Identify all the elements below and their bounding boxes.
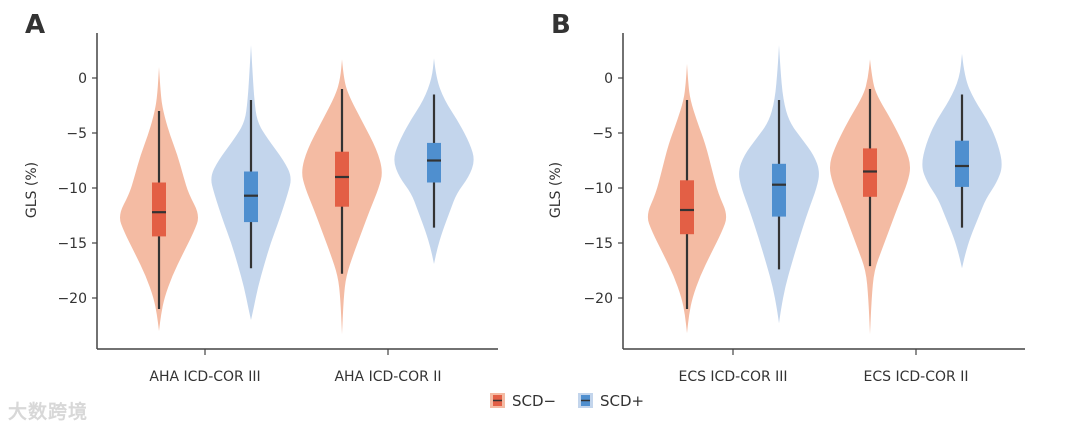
panel-A: A 0 −5 −10 −15 −20 AHA ICD-COR III AHA ICD-COR … bbox=[24, 10, 498, 385]
x-tick-label: AHA ICD-COR III bbox=[149, 369, 260, 385]
x-tick-label: ECS ICD-COR II bbox=[864, 369, 969, 385]
x-tick-label: ECS ICD-COR III bbox=[678, 369, 787, 385]
legend: SCD− SCD+ bbox=[490, 392, 644, 410]
legend-label: SCD− bbox=[512, 392, 556, 410]
iqr-box bbox=[772, 163, 786, 217]
iqr-box bbox=[955, 140, 969, 187]
y-tick-label: −5 bbox=[66, 126, 87, 142]
iqr-box bbox=[335, 151, 349, 207]
panel-label: A bbox=[25, 10, 45, 40]
y-tick-label: 0 bbox=[604, 71, 613, 87]
watermark: 大数跨境 bbox=[8, 401, 89, 423]
y-tick-label: −5 bbox=[592, 126, 613, 142]
y-tick-label: 0 bbox=[78, 71, 87, 87]
iqr-box bbox=[680, 180, 694, 235]
y-tick-label: −10 bbox=[57, 181, 87, 197]
y-tick-label: −15 bbox=[583, 236, 613, 252]
y-axis-label: GLS (%) bbox=[548, 162, 564, 218]
y-tick-label: −10 bbox=[583, 181, 613, 197]
iqr-box bbox=[244, 171, 258, 223]
y-tick-label: −20 bbox=[583, 291, 613, 307]
iqr-box bbox=[152, 182, 166, 237]
y-axis-label: GLS (%) bbox=[24, 162, 40, 218]
iqr-box bbox=[427, 142, 441, 183]
y-tick-label: −20 bbox=[57, 291, 87, 307]
panel-label: B bbox=[551, 10, 571, 40]
y-tick-label: −15 bbox=[57, 236, 87, 252]
legend-label: SCD+ bbox=[600, 392, 644, 410]
panel-B: B 0 −5 −10 −15 −20 ECS ICD-COR III ECS ICD-COR … bbox=[548, 10, 1025, 385]
x-tick-label: AHA ICD-COR II bbox=[334, 369, 441, 385]
